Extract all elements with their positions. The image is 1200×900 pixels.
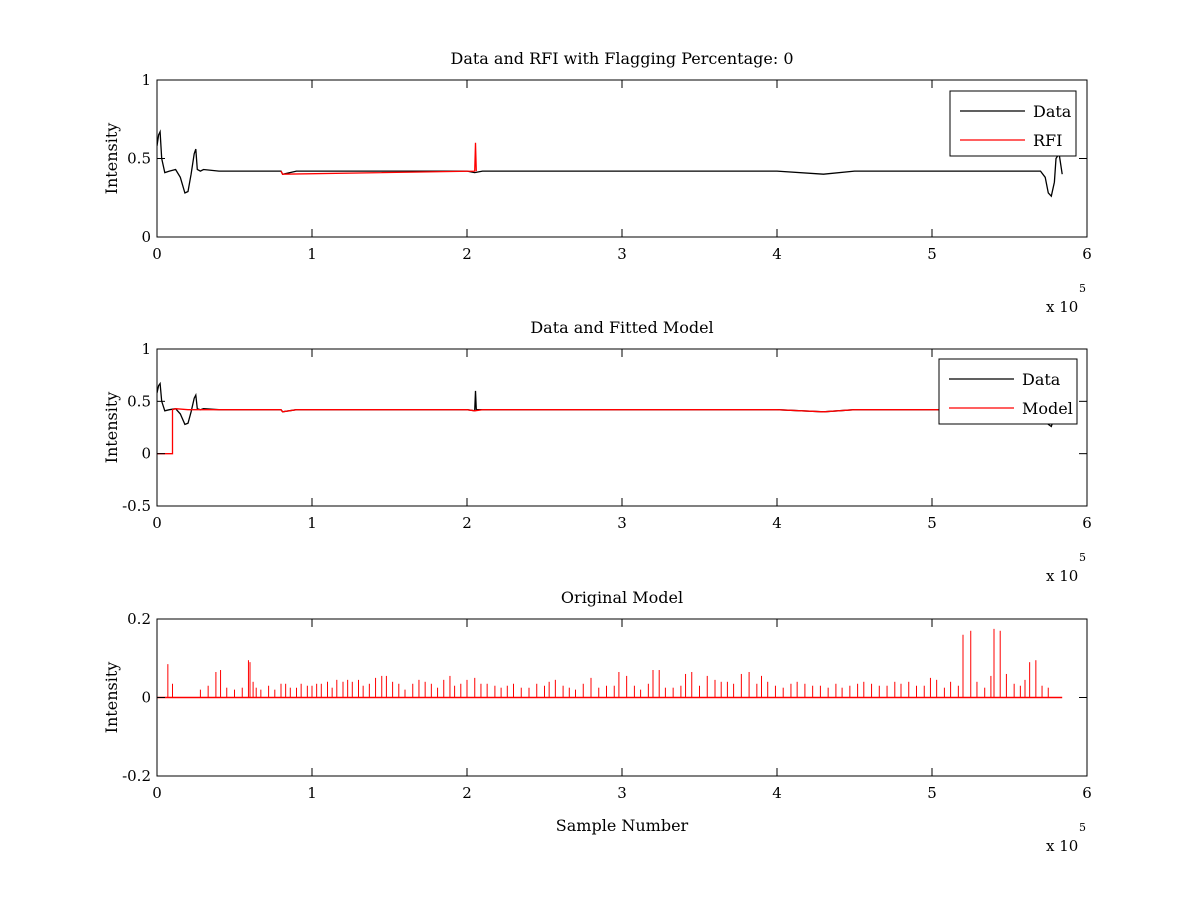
chart-title: Original Model — [561, 588, 683, 607]
y-tick-label: 0.2 — [127, 610, 151, 628]
chart-panel-1: 0 1 2 3 4 5 6 0 0.5 1 Data and RFI with Flagging P… — [102, 49, 1092, 316]
plot-area — [157, 628, 1063, 699]
legend-box — [949, 90, 1077, 157]
x-multiplier-exponent: 5 — [1079, 821, 1086, 834]
legend-entry: RFI — [1033, 131, 1062, 150]
x-tick-label: 2 — [462, 784, 472, 802]
x-tick-label: 4 — [772, 514, 782, 532]
y-axis-label: Intensity — [102, 392, 121, 464]
x-axis-label: Sample Number — [556, 816, 689, 835]
series-line-model — [157, 408, 1063, 455]
x-tick-label: 5 — [927, 245, 937, 263]
x-tick-label: 4 — [772, 784, 782, 802]
y-tick-label: 0.5 — [127, 150, 151, 168]
x-tick-label: 6 — [1082, 514, 1092, 532]
series-line-rfi — [280, 142, 477, 175]
x-tick-label: 0 — [152, 514, 162, 532]
x-tick-label: 6 — [1082, 245, 1092, 263]
chart-title: Data and RFI with Flagging Percentage: 0 — [450, 49, 793, 68]
x-multiplier-exponent: 5 — [1079, 551, 1086, 564]
y-axis-label: Intensity — [102, 123, 121, 195]
y-tick-label: 0.5 — [127, 392, 151, 410]
legend-entry: Data — [1022, 370, 1061, 389]
legend: Data RFI — [949, 90, 1077, 157]
y-tick-label: 1 — [141, 340, 151, 358]
x-tick-label: 1 — [307, 514, 317, 532]
series-line-data — [157, 129, 1063, 198]
x-tick-label: 5 — [927, 784, 937, 802]
y-tick-label: -0.5 — [122, 497, 151, 515]
y-axis-label: Intensity — [102, 662, 121, 734]
legend-entry: Data — [1033, 102, 1072, 121]
x-tick-label: 4 — [772, 245, 782, 263]
axes-box — [156, 79, 1088, 238]
x-tick-label: 1 — [307, 784, 317, 802]
x-tick-label: 0 — [152, 784, 162, 802]
series-line-data — [157, 381, 1063, 428]
y-tick-label: 1 — [141, 71, 151, 89]
x-tick-label: 1 — [307, 245, 317, 263]
x-tick-label: 5 — [927, 514, 937, 532]
y-tick-label: 0 — [141, 689, 151, 707]
x-multiplier-label: x 10 — [1046, 298, 1078, 316]
x-tick-label: 2 — [462, 514, 472, 532]
x-tick-label: 6 — [1082, 784, 1092, 802]
plot-area — [157, 129, 1063, 198]
y-tick-label: -0.2 — [122, 767, 151, 785]
x-multiplier-label: x 10 — [1046, 837, 1078, 855]
x-tick-label: 3 — [617, 784, 627, 802]
plot-area — [157, 381, 1063, 455]
legend: Data Model — [938, 358, 1078, 425]
y-tick-label: 0 — [141, 445, 151, 463]
y-tick-label: 0 — [141, 228, 151, 246]
x-multiplier-exponent: 5 — [1079, 282, 1086, 295]
chart-title: Data and Fitted Model — [530, 318, 713, 337]
x-tick-label: 3 — [617, 245, 627, 263]
x-multiplier-label: x 10 — [1046, 567, 1078, 585]
x-tick-label: 2 — [462, 245, 472, 263]
legend-box — [938, 358, 1078, 425]
x-tick-label: 0 — [152, 245, 162, 263]
legend-entry: Model — [1022, 399, 1073, 418]
x-tick-label: 3 — [617, 514, 627, 532]
